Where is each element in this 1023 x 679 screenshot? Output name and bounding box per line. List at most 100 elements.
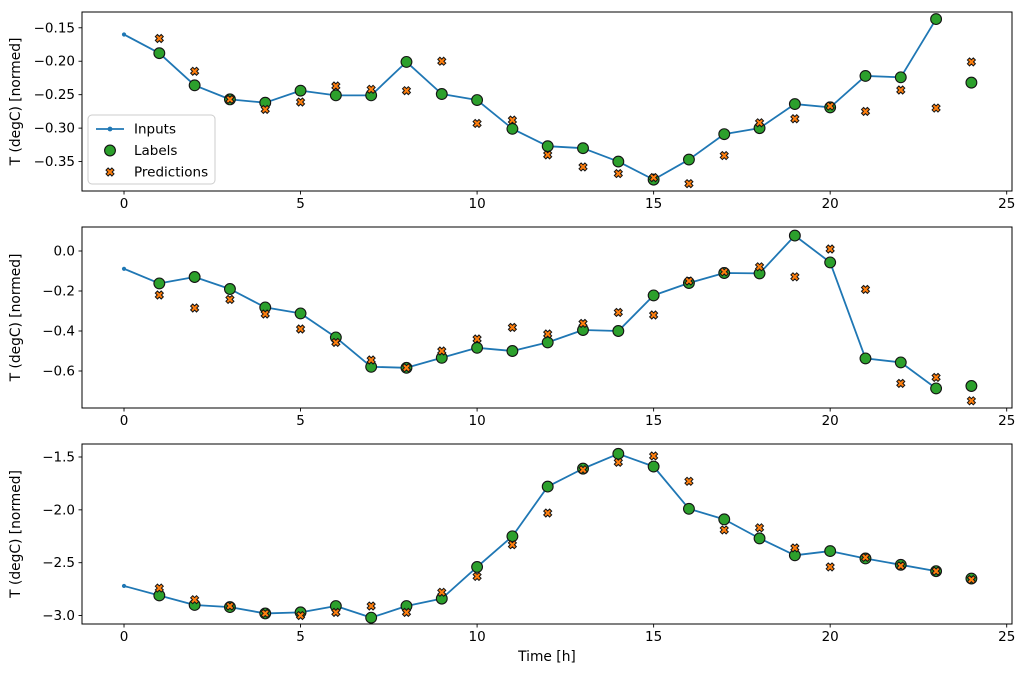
- labels-marker: [506, 530, 519, 543]
- predictions-marker: [189, 594, 200, 605]
- predictions-marker: [896, 561, 906, 571]
- labels-marker: [259, 96, 272, 109]
- axes-panel-bottom: 0 5 10 15 20 25 −1.5 −2.0 −2.5 −3.0 T (degC) [norm…: [8, 443, 1015, 665]
- legend-box: [87, 114, 216, 185]
- labels-marker: [647, 289, 660, 302]
- predictions-marker: [613, 457, 624, 467]
- labels-marker: [471, 560, 484, 573]
- labels-marker: [859, 69, 872, 82]
- predictions-marker: [648, 310, 659, 320]
- labels-marker: [329, 89, 342, 102]
- labels-marker: [188, 271, 201, 283]
- predictions-series: [154, 33, 977, 189]
- labels-marker: [188, 79, 201, 92]
- labels-marker: [682, 502, 695, 515]
- x-tick-label: 10: [468, 413, 485, 429]
- legend-item-labels: Labels: [104, 143, 177, 159]
- labels-marker: [894, 71, 907, 84]
- x-axis-label: Time [h]: [517, 649, 576, 665]
- y-tick-label: −0.2: [42, 284, 75, 300]
- labels-marker: [612, 155, 625, 168]
- predictions-marker: [331, 81, 341, 91]
- labels-marker: [541, 140, 554, 153]
- axes-spines: [81, 226, 1013, 409]
- labels-marker: [294, 84, 307, 97]
- predictions-marker: [507, 322, 518, 333]
- predictions-marker: [684, 276, 694, 286]
- y-axis-label: T (degC) [normed]: [8, 470, 24, 599]
- inputs-dot-icon: [107, 126, 113, 132]
- labels-marker: [541, 480, 554, 493]
- legend-item-label: Labels: [134, 143, 177, 159]
- labels-marker: [612, 325, 625, 337]
- labels-marker: [223, 283, 236, 295]
- labels-series: [153, 229, 978, 395]
- predictions-marker: [225, 601, 235, 611]
- y-tick-label: −0.15: [34, 20, 75, 36]
- labels-marker: [682, 153, 695, 166]
- predictions-marker: [790, 543, 800, 553]
- axes-spines: [81, 11, 1013, 192]
- predictions-marker: [754, 118, 765, 128]
- x-tick-label: 20: [822, 196, 839, 212]
- predictions-marker: [648, 451, 659, 461]
- predictions-marker: [260, 104, 270, 115]
- legend-item-label: Inputs: [134, 122, 176, 138]
- labels-marker: [612, 447, 625, 460]
- inputs-point-marker: [121, 583, 127, 589]
- predictions-marker: [790, 272, 800, 282]
- predictions-marker: [225, 294, 235, 305]
- x-tick-label: 25: [998, 196, 1015, 212]
- predictions-marker: [790, 114, 800, 124]
- x-marker-icon: [105, 167, 115, 177]
- predictions-marker: [331, 337, 341, 348]
- predictions-marker: [860, 106, 871, 117]
- predictions-marker: [154, 583, 165, 593]
- labels-marker: [471, 341, 484, 354]
- labels-marker: [965, 380, 978, 392]
- predictions-marker: [648, 172, 659, 183]
- y-axis-label: T (degC) [normed]: [8, 254, 24, 383]
- predictions-marker: [437, 587, 447, 597]
- predictions-marker: [860, 284, 871, 295]
- labels-marker: [965, 76, 978, 89]
- predictions-marker: [719, 267, 729, 277]
- x-tick-label: 20: [822, 413, 839, 429]
- predictions-marker: [154, 290, 165, 300]
- labels-marker: [153, 277, 166, 290]
- labels-marker: [506, 345, 519, 357]
- x-tick-label: 0: [120, 629, 129, 645]
- predictions-marker: [437, 56, 447, 66]
- labels-marker: [824, 256, 837, 269]
- predictions-marker: [578, 162, 588, 172]
- predictions-marker: [366, 84, 376, 95]
- labels-marker: [788, 549, 801, 562]
- y-tick-label: −3.0: [42, 608, 75, 624]
- inputs-line: [123, 234, 937, 390]
- x-tick-label: 20: [822, 629, 839, 645]
- predictions-series: [154, 244, 977, 406]
- predictions-marker: [189, 303, 200, 313]
- axes-panel-middle: 0 5 10 15 20 25 0.0 −0.2 −0.4 −0.6 T (degC) [norme…: [8, 226, 1015, 429]
- predictions-marker: [860, 552, 871, 563]
- predictions-marker: [295, 324, 306, 334]
- labels-marker: [294, 307, 307, 320]
- y-tick-label: −0.25: [34, 87, 75, 103]
- labels-marker: [365, 360, 378, 373]
- predictions-marker: [613, 307, 624, 318]
- predictions-marker: [613, 168, 624, 179]
- labels-marker: [718, 513, 731, 526]
- x-tick-label: 5: [296, 196, 305, 212]
- predictions-marker: [295, 610, 306, 621]
- labels-marker: [471, 94, 484, 106]
- x-tick-label: 10: [468, 196, 485, 212]
- labels-marker: [753, 532, 766, 545]
- y-tick-label: −0.30: [34, 121, 75, 137]
- y-tick-label: −0.35: [34, 154, 75, 170]
- predictions-marker: [189, 66, 200, 76]
- x-tick-label: 15: [645, 196, 662, 212]
- predictions-marker: [966, 574, 977, 585]
- y-tick-label: −2.0: [42, 502, 75, 518]
- predictions-marker: [543, 329, 553, 339]
